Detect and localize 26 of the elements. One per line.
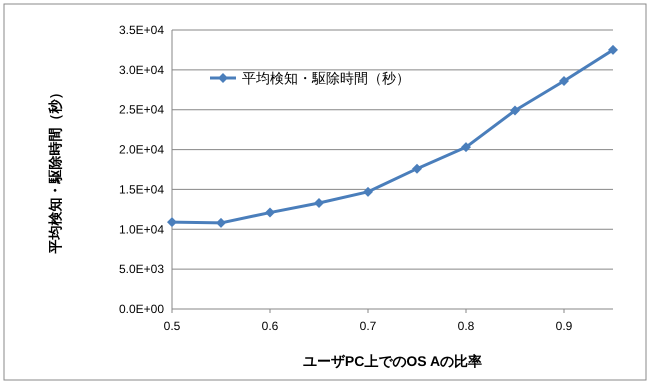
point — [167, 217, 177, 228]
x-axis-title: ユーザPC上でのOS Aの比率 — [302, 353, 482, 369]
x-tick-label: 0.9 — [556, 319, 573, 333]
legend-label: 平均検知・駆除時間（秒） — [242, 70, 410, 86]
y-tick-label: 0.0E+00 — [118, 302, 164, 316]
y-tick-label: 3.5E+04 — [118, 23, 164, 37]
y-tick-label: 2.5E+04 — [118, 102, 164, 117]
point — [412, 164, 422, 174]
x-tick-label: 0.5 — [164, 319, 181, 333]
point — [216, 218, 226, 228]
y-tick-label: 2.0E+04 — [118, 142, 164, 157]
point — [559, 76, 569, 86]
y-tick-label: 1.0E+04 — [118, 222, 164, 236]
x-tick-label: 0.7 — [360, 319, 377, 333]
point — [510, 106, 520, 116]
point — [265, 208, 275, 218]
y-tick-label: 1.5E+04 — [118, 182, 164, 196]
y-tick-label: 3.0E+04 — [118, 62, 164, 77]
y-tick-label: 5.0E+03 — [118, 262, 164, 276]
point — [608, 44, 618, 55]
point — [314, 198, 324, 208]
x-tick-label: 0.8 — [458, 319, 475, 333]
y-axis-title: 平均検知・駆除時間（秒） — [47, 86, 63, 254]
point — [461, 142, 471, 152]
point — [363, 186, 373, 197]
x-tick-label: 0.6 — [262, 319, 279, 333]
